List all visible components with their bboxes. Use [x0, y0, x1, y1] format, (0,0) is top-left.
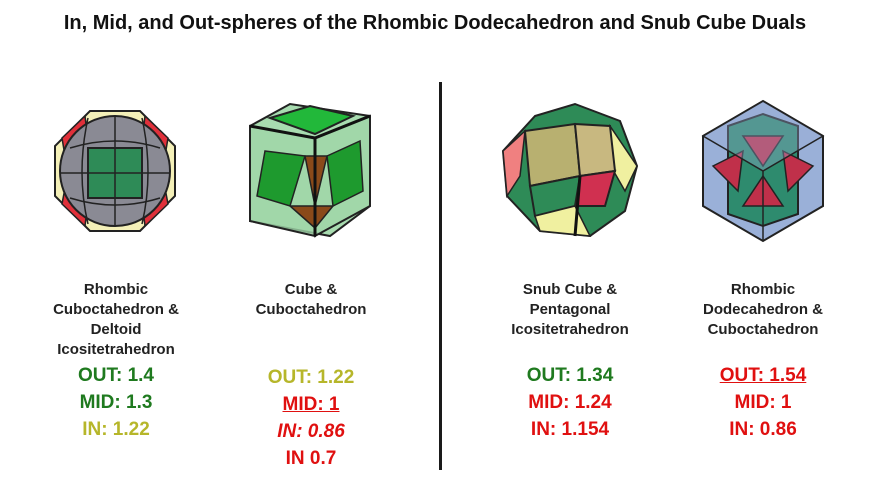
item-rhombic-dodecahedron: Rhombic Dodecahedron & Cuboctahedron OUT…	[673, 280, 853, 443]
mid-value: MID: 1	[734, 392, 792, 413]
mid-value: MID: 1.3	[79, 392, 153, 413]
rhombic-dodecahedron-image	[688, 96, 838, 246]
item-name: Cube & Cuboctahedron	[255, 281, 367, 318]
item-snub-cube: Snub Cube & Pentagonal Icositetrahedron …	[480, 280, 660, 443]
out-value: OUT: 1.22	[267, 367, 355, 388]
item-name: Snub Cube & Pentagonal Icositetrahedron	[511, 281, 629, 338]
in-value: IN: 1.154	[530, 419, 610, 440]
item-name: Rhombic Dodecahedron & Cuboctahedron	[702, 281, 823, 338]
vertical-divider	[439, 82, 442, 470]
snub-cube-image	[495, 96, 645, 246]
page-title: In, Mid, and Out-spheres of the Rhombic …	[63, 12, 807, 34]
out-value: OUT: 1.54	[719, 365, 807, 386]
mid-value: MID: 1	[282, 394, 340, 415]
item-rhombic-cuboctahedron: Rhombic Cuboctahedron & Deltoid Icositet…	[26, 280, 206, 443]
in-value: IN: 0.86	[277, 421, 345, 442]
in-value: IN: 0.86	[729, 419, 797, 440]
mid-value: MID: 1.24	[528, 392, 612, 413]
item-cube-cuboctahedron: Cube & Cuboctahedron OUT: 1.22 MID: 1 IN…	[221, 280, 401, 472]
in-value: IN: 1.22	[82, 419, 150, 440]
out-value: OUT: 1.4	[77, 365, 155, 386]
item-name: Rhombic Cuboctahedron & Deltoid Icositet…	[53, 281, 179, 358]
rhombic-cuboctahedron-image	[40, 96, 190, 246]
out-value: OUT: 1.34	[526, 365, 614, 386]
cube-cuboctahedron-image	[235, 96, 385, 246]
in-value-alt: IN 0.7	[285, 448, 337, 469]
